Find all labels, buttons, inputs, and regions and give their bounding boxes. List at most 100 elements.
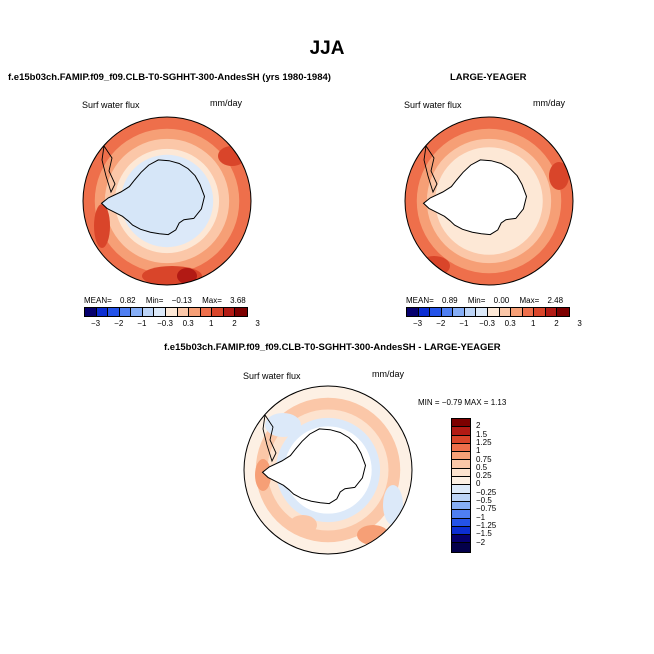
panel1-anomaly-patch xyxy=(177,268,197,284)
panel1-title: f.e15b03ch.FAMIP.f09_f09.CLB-T0-SGHHT-30… xyxy=(8,72,331,83)
panel3-colorbar-cell xyxy=(452,468,470,478)
panel2-colorbar-cell xyxy=(464,308,477,316)
panel3-colorbar-tick-label: −0.5 xyxy=(476,496,492,505)
panel3-colorbar-cell xyxy=(452,535,470,544)
panel3-antarctica-outline xyxy=(261,428,367,505)
panel1-colorbar-cell xyxy=(142,308,155,316)
panel2-min-value: 0.00 xyxy=(493,296,510,305)
panel1-colorbar-tick-label: −3 xyxy=(91,319,101,328)
panel2-min-label: Min= xyxy=(467,296,486,305)
panel2-colorbar-tick-label: 0.3 xyxy=(504,319,516,328)
panel2-antarctica-outline xyxy=(422,159,528,236)
panel2-colorbar-tick-label: −2 xyxy=(436,319,446,328)
panel1-mean-value: 0.82 xyxy=(120,296,136,305)
panel1-colorbar-cell xyxy=(165,308,178,316)
panel2-colorbar xyxy=(406,307,570,317)
panel2-colorbar-cell xyxy=(418,308,431,316)
panel3-colorbar-ticks: 2 1.5 1.25 1 0.75 0.5 0.25 0 −0.25 −0.5 −0.75 −1 −1.… xyxy=(476,418,516,553)
panel3-colorbar-tick-label: −1.25 xyxy=(476,520,497,530)
panel2-anomaly-patch xyxy=(549,162,569,190)
panel2-colorbar-cell xyxy=(430,308,442,316)
panel2-mean-value: 0.89 xyxy=(442,296,458,305)
panel2-colorbar-tick-label: 3 xyxy=(577,319,582,328)
panel1-colorbar-tick-label: 2 xyxy=(232,319,237,328)
panel2-field xyxy=(405,117,573,285)
panel2-colorbar-cell xyxy=(545,308,558,316)
panel2-colorbar-cell xyxy=(441,308,454,316)
panel2-max-label: Max= xyxy=(519,296,540,305)
panel2-colorbar-ticks: −3 −2 −1 −0.3 0.3 1 2 3 xyxy=(406,319,582,329)
panel1-colorbar-cell xyxy=(96,308,109,316)
panel1-variable-label: Surf water flux xyxy=(82,100,140,110)
panel1-anomaly-patch xyxy=(94,204,110,248)
panel1-colorbar-tick-label: −0.3 xyxy=(157,319,173,328)
panel3-colorbar-tick-label: 1.5 xyxy=(476,429,488,439)
panel3-colorbar-tick-label: 0.75 xyxy=(476,454,492,464)
panel2-colorbar-cell xyxy=(511,308,523,316)
panel1-colorbar-ticks: −3 −2 −1 −0.3 0.3 1 2 3 xyxy=(84,319,260,329)
panel3-colorbar-tick-label: −0.75 xyxy=(476,504,497,514)
panel3-colorbar xyxy=(451,418,471,553)
panel3-colorbar-cell xyxy=(452,477,470,486)
panel1-colorbar-tick-label: 0.3 xyxy=(182,319,194,328)
panel1-antarctica-outline xyxy=(100,159,206,236)
panel2-colorbar-tick-label: 1 xyxy=(531,319,536,328)
panel3-colorbar-tick-label: −2 xyxy=(476,537,486,547)
panel1-field xyxy=(83,117,251,285)
panel1-colorbar-cell xyxy=(108,308,120,316)
panel3-colorbar-cell xyxy=(452,485,470,494)
panel2-colorbar-tick-label: −0.3 xyxy=(479,319,495,328)
panel2-max-value: 2.48 xyxy=(547,296,564,305)
panel3-colorbar-tick-label: 0.25 xyxy=(476,471,492,481)
panel1-units-label: mm/day xyxy=(210,98,243,108)
panel1-polar-map xyxy=(82,116,252,286)
panel3-colorbar-cell xyxy=(452,452,470,461)
panel1-max-label: Max= xyxy=(202,296,222,305)
panel2-colorbar-cell xyxy=(487,308,500,316)
panel1-colorbar-cell xyxy=(154,308,166,316)
panel3-colorbar-cell xyxy=(452,419,470,428)
panel1-colorbar-cell xyxy=(235,308,247,316)
panel3-colorbar-cell xyxy=(452,543,470,552)
panel3-colorbar-tick-label: 1.25 xyxy=(476,437,492,447)
panel2-colorbar-cell xyxy=(453,308,465,316)
panel2-colorbar-cell xyxy=(522,308,535,316)
panel1-south-america-coast xyxy=(101,144,116,194)
panel1-colorbar-tick-label: 1 xyxy=(209,319,214,328)
panel1-colorbar-cell xyxy=(223,308,236,316)
panel1-stats: MEAN= 0.82 Min= −0.13 Max= 3.68 xyxy=(84,296,246,305)
panel1-colorbar-cell xyxy=(177,308,190,316)
panel3-variable-label: Surf water flux xyxy=(243,371,301,381)
panel1-colorbar-tick-label: −1 xyxy=(137,319,147,328)
panel1-mean-label: MEAN= xyxy=(84,296,112,305)
panel3-anomaly-patch xyxy=(383,485,403,525)
panel3-anomaly-patch xyxy=(289,515,317,535)
panel1-colorbar-tick-label: −2 xyxy=(114,319,124,328)
panel2-colorbar-cell xyxy=(534,308,546,316)
panel3-units-label: mm/day xyxy=(372,369,405,379)
panel2-anomaly-patch xyxy=(484,273,524,285)
panel1-colorbar-cell xyxy=(200,308,213,316)
panel3-colorbar-cell xyxy=(452,501,470,511)
panel1-min-value: −0.13 xyxy=(171,296,192,305)
panel2-stats: MEAN= 0.89 Min= 0.00 Max= 2.48 xyxy=(406,296,563,305)
panel3-map-border xyxy=(243,385,413,555)
panel1-colorbar xyxy=(84,307,248,317)
panel2-variable-label: Surf water flux xyxy=(404,100,462,110)
figure-title: JJA xyxy=(309,38,345,59)
panel1-min-label: Min= xyxy=(145,296,164,305)
panel1-map-border xyxy=(82,116,252,286)
panel1-colorbar-cell xyxy=(189,308,201,316)
panel2-colorbar-tick-label: 2 xyxy=(554,319,559,328)
panel3-colorbar-cell xyxy=(452,518,470,527)
panel1-max-value: 3.68 xyxy=(230,296,246,305)
panel3-anomaly-patch xyxy=(357,525,389,545)
panel3-colorbar-tick-label: 1 xyxy=(476,446,481,456)
panel3-colorbar-cell xyxy=(452,460,470,469)
panel3-colorbar-cell xyxy=(452,526,470,536)
panel3-colorbar-cell xyxy=(452,493,470,502)
panel1-colorbar-tick-label: 3 xyxy=(255,319,260,328)
panel3-colorbar-tick-label: 2 xyxy=(476,421,481,431)
panel1-colorbar-cell xyxy=(131,308,143,316)
panel2-colorbar-cell xyxy=(557,308,569,316)
